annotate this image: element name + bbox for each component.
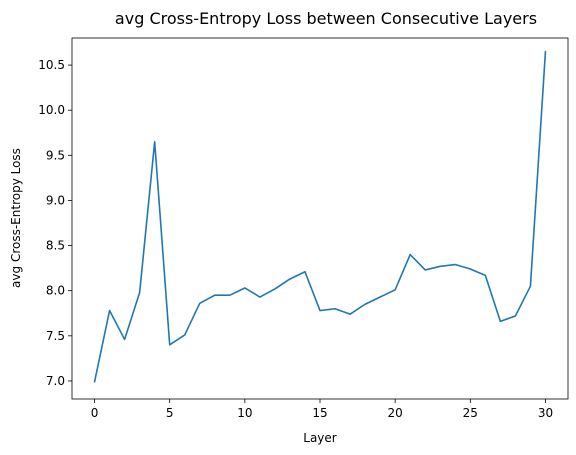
x-tick-label: 25 bbox=[463, 406, 478, 420]
x-axis: 0 5 10 15 20 25 30 bbox=[91, 399, 553, 420]
x-tick-label: 15 bbox=[312, 406, 327, 420]
x-axis-label: Layer bbox=[303, 431, 337, 445]
y-tick-label: 7.0 bbox=[46, 374, 65, 388]
y-tick-label: 8.5 bbox=[46, 239, 65, 253]
y-tick-label: 10.5 bbox=[38, 58, 65, 72]
y-tick-label: 7.5 bbox=[46, 329, 65, 343]
x-tick-label: 10 bbox=[237, 406, 252, 420]
x-tick-label: 5 bbox=[166, 406, 174, 420]
x-tick-label: 0 bbox=[91, 406, 99, 420]
x-tick-label: 30 bbox=[538, 406, 553, 420]
y-axis: 7.0 7.5 8.0 8.5 9.0 9.5 10.0 10.5 bbox=[38, 58, 72, 388]
y-tick-label: 9.0 bbox=[46, 193, 65, 207]
y-tick-label: 8.0 bbox=[46, 284, 65, 298]
series-group bbox=[93, 50, 547, 383]
chart-title: avg Cross-Entropy Loss between Consecuti… bbox=[115, 9, 537, 28]
x-tick-label: 20 bbox=[388, 406, 403, 420]
y-axis-label: avg Cross-Entropy Loss bbox=[9, 148, 23, 288]
y-tick-label: 10.0 bbox=[38, 103, 65, 117]
series-line-0 bbox=[93, 50, 547, 383]
y-tick-label: 9.5 bbox=[46, 148, 65, 162]
